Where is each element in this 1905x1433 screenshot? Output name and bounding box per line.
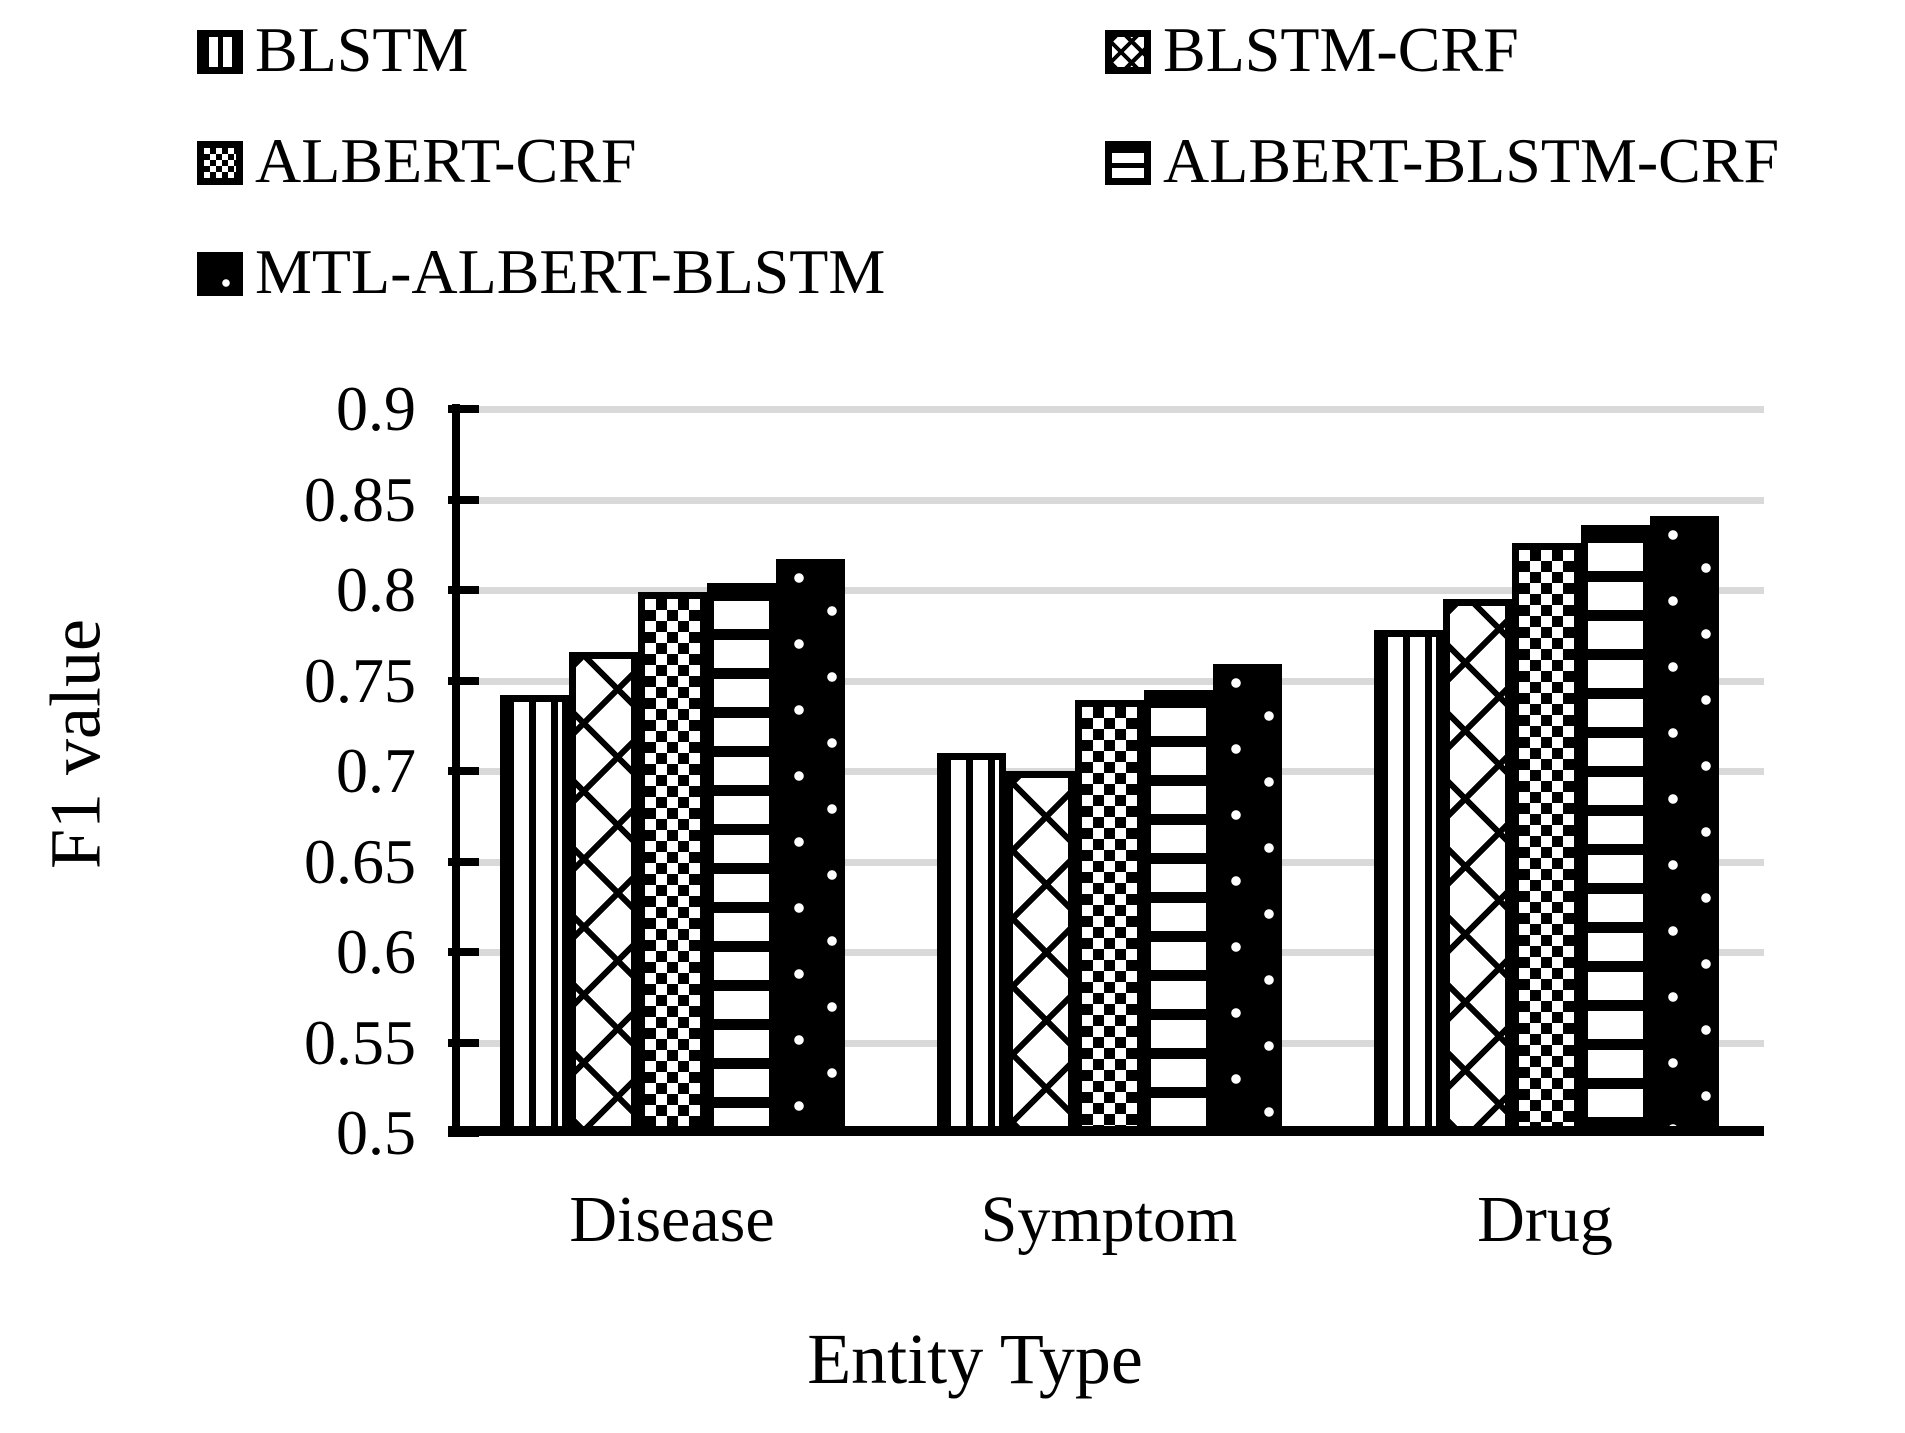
y-axis-line bbox=[452, 404, 460, 1135]
bar-blstm-crf-drug bbox=[1443, 599, 1512, 1134]
y-tick-label: 0.65 bbox=[304, 826, 416, 897]
y-axis-tick bbox=[448, 948, 479, 956]
gridline bbox=[479, 406, 1764, 413]
bar-albert-crf-drug bbox=[1512, 543, 1581, 1134]
legend-swatch-horizontal-stripes-icon bbox=[1105, 141, 1151, 185]
legend-label: BLSTM bbox=[255, 14, 469, 85]
bar-blstm-drug bbox=[1374, 630, 1443, 1134]
legend-label: ALBERT-BLSTM-CRF bbox=[1163, 125, 1780, 196]
bar-albert-blstm-crf-symptom bbox=[1144, 690, 1213, 1134]
y-axis-tick bbox=[448, 586, 479, 594]
bar-albert-crf-disease bbox=[638, 592, 707, 1134]
y-axis-tick bbox=[448, 677, 479, 685]
legend-label: MTL-ALBERT-BLSTM bbox=[255, 236, 886, 307]
bar-albert-crf-symptom bbox=[1075, 700, 1144, 1134]
x-axis-line bbox=[448, 1126, 1764, 1136]
y-axis-tick bbox=[448, 1039, 479, 1047]
x-axis-title: Entity Type bbox=[807, 1319, 1143, 1399]
bar-mtl-albert-blstm-disease bbox=[776, 559, 845, 1134]
y-tick-label: 0.75 bbox=[304, 645, 416, 716]
legend-swatch-diagonal-diamond-icon bbox=[1105, 30, 1151, 74]
legend-label: BLSTM-CRF bbox=[1163, 14, 1519, 85]
y-tick-label: 0.8 bbox=[336, 554, 416, 625]
y-axis-tick bbox=[448, 496, 479, 504]
legend-swatch-vertical-stripes-icon bbox=[197, 30, 243, 74]
legend-swatch-solid-black-dots-icon bbox=[197, 252, 243, 296]
bar-blstm-disease bbox=[500, 695, 569, 1134]
y-axis-tick bbox=[448, 767, 479, 775]
x-category-label: Symptom bbox=[980, 1183, 1238, 1256]
bar-albert-blstm-crf-drug bbox=[1581, 525, 1650, 1134]
gridline bbox=[479, 587, 1764, 594]
y-axis-tick bbox=[448, 405, 479, 413]
y-axis-tick bbox=[448, 858, 479, 866]
bar-mtl-albert-blstm-drug bbox=[1650, 516, 1719, 1134]
y-tick-label: 0.55 bbox=[304, 1007, 416, 1078]
x-category-label: Drug bbox=[1477, 1183, 1613, 1256]
bar-blstm-crf-disease bbox=[569, 652, 638, 1134]
y-axis-title: F1 value bbox=[35, 619, 116, 869]
y-tick-label: 0.9 bbox=[336, 373, 416, 444]
y-tick-label: 0.7 bbox=[336, 735, 416, 806]
bar-blstm-crf-symptom bbox=[1006, 771, 1075, 1134]
legend-label: ALBERT-CRF bbox=[255, 125, 637, 196]
bar-mtl-albert-blstm-symptom bbox=[1213, 664, 1282, 1134]
y-tick-label: 0.85 bbox=[304, 464, 416, 535]
bar-albert-blstm-crf-disease bbox=[707, 583, 776, 1134]
bar-blstm-symptom bbox=[937, 753, 1006, 1134]
y-tick-label: 0.6 bbox=[336, 916, 416, 987]
legend-swatch-checkerboard-icon bbox=[197, 141, 243, 185]
x-category-label: Disease bbox=[569, 1183, 775, 1256]
gridline bbox=[479, 497, 1764, 504]
gridline bbox=[479, 678, 1764, 685]
y-tick-label: 0.5 bbox=[336, 1097, 416, 1168]
